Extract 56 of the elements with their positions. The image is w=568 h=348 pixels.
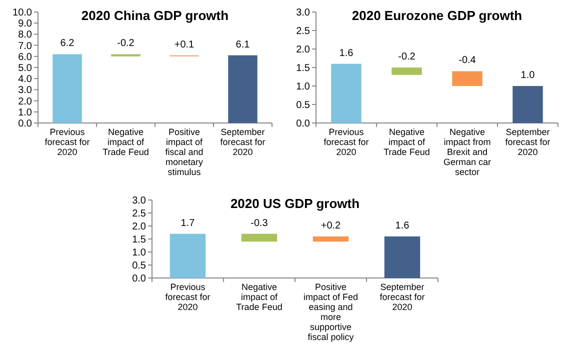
y-tick-label: 0.0 — [296, 118, 310, 130]
data-label: 1.6 — [339, 48, 354, 59]
y-tick-label: 2.5 — [132, 208, 146, 220]
y-tick-label: 2.0 — [18, 96, 32, 108]
y-tick-label: 3.0 — [132, 196, 146, 206]
y-tick-label: 1.5 — [132, 234, 146, 246]
data-label: -0.3 — [250, 218, 268, 229]
x-tick-label: September forecast for 2020 — [505, 127, 550, 157]
x-tick-label: Previous forecast for 2020 — [324, 127, 369, 157]
data-label: +0.2 — [320, 220, 342, 232]
bar — [512, 86, 543, 123]
y-tick-label: 10.0 — [12, 8, 32, 18]
y-tick-label: 1.5 — [296, 63, 310, 74]
y-tick-label: 4.0 — [18, 74, 32, 86]
x-tick-label: Negative impact of Trade Feud — [102, 127, 149, 157]
y-tick-label: 0.0 — [18, 118, 32, 130]
y-tick-label: 5.0 — [18, 63, 32, 74]
bar — [452, 71, 482, 86]
chart-title: 2020 US GDP growth — [230, 196, 360, 211]
data-label: 6.1 — [236, 39, 250, 50]
data-label: 1.7 — [180, 218, 196, 229]
x-tick-label: September forecast for 2020 — [380, 282, 425, 312]
data-label: 1.0 — [520, 70, 536, 81]
y-tick-label: 2.0 — [296, 44, 310, 56]
chart-title: 2020 Eurozone GDP growth — [352, 8, 522, 23]
bar — [331, 64, 362, 123]
y-tick-label: 1.0 — [296, 82, 310, 92]
y-tick-label: 0.5 — [132, 260, 146, 272]
x-tick-label: September forecast for 2020 — [220, 127, 266, 157]
data-label: -0.2 — [117, 38, 135, 50]
y-tick-label: 2.0 — [132, 222, 146, 232]
y-tick-label: 6.0 — [18, 52, 32, 63]
x-tick-label: Negative impact from Brexit and German car sector — [443, 127, 492, 177]
y-tick-label: 7.0 — [18, 40, 32, 52]
x-tick-label: Negative impact of Trade Feud — [236, 282, 282, 312]
y-tick-label: 9.0 — [18, 18, 32, 30]
y-tick-label: 1.0 — [18, 107, 32, 118]
y-tick-label: 1.0 — [132, 248, 146, 258]
y-tick-label: 0.0 — [132, 274, 146, 284]
bar — [392, 68, 422, 75]
y-tick-label: 3.0 — [18, 85, 32, 96]
data-label: +0.1 — [174, 39, 195, 50]
y-tick-label: 3.0 — [296, 8, 310, 18]
y-tick-label: 0.5 — [296, 100, 310, 111]
x-tick-label: Positive impact of Fed easing and more supportive fiscal policy — [303, 282, 358, 342]
x-tick-label: Negative impact of Trade Feud — [384, 127, 430, 157]
chart-title: 2020 China GDP growth — [81, 8, 229, 23]
data-label: -0.4 — [458, 55, 476, 66]
x-tick-label: Previous forecast for 2020 — [44, 127, 90, 157]
x-tick-label: Positive impact of fiscal and monetary stimulus — [165, 127, 204, 177]
x-tick-label: Previous forecast for 2020 — [165, 282, 210, 312]
data-label: -0.2 — [398, 52, 416, 62]
data-label: 6.2 — [60, 38, 75, 50]
y-tick-label: 2.5 — [296, 26, 310, 37]
data-label: 1.6 — [395, 220, 410, 232]
y-tick-label: 8.0 — [18, 30, 32, 41]
